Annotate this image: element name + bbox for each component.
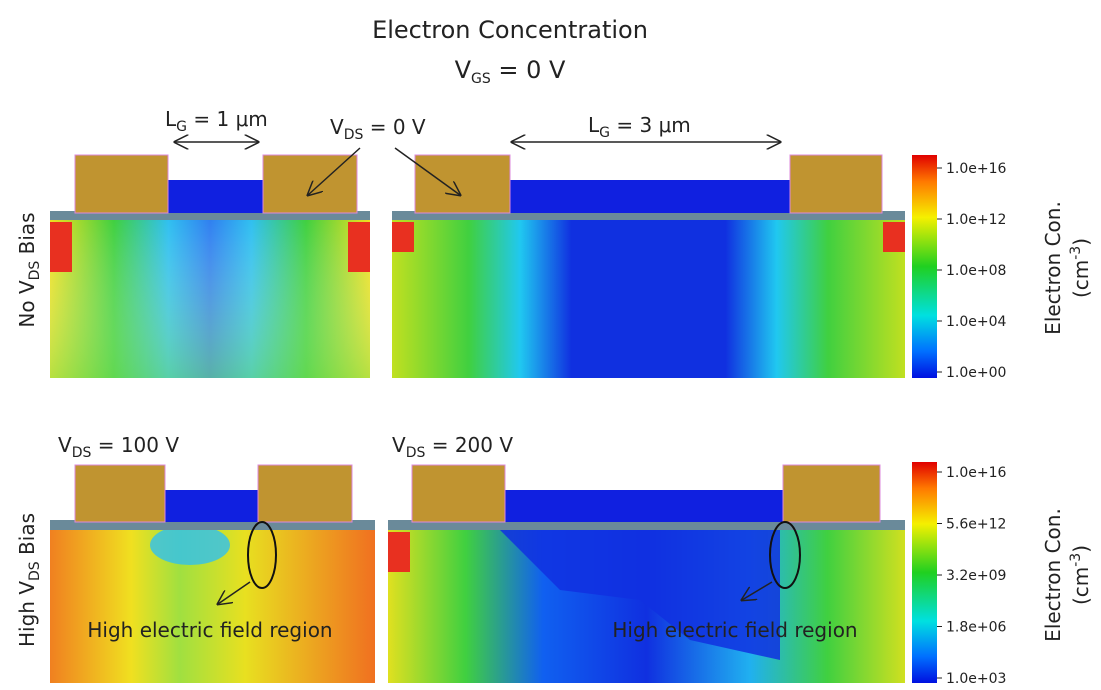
colorbar	[912, 462, 937, 683]
gate-length: LG = 3 μm	[588, 113, 691, 141]
t: No V	[15, 280, 39, 328]
colorbar-tick-label: 1.8e+06	[946, 620, 1007, 636]
t: = 200 V	[425, 433, 513, 457]
subtitle: VGS = 0 V	[455, 56, 566, 87]
colorbar-tick-label: 1.0e+16	[946, 161, 1007, 177]
colorbar-tick-label: 1.0e+16	[946, 465, 1007, 481]
colorbar-tick-label: 1.0e+04	[946, 314, 1007, 330]
t: = 0 V	[491, 56, 566, 84]
annotation: High electric field region	[87, 618, 332, 642]
pointer-arrow	[394, 147, 460, 195]
t: -3	[1068, 553, 1084, 567]
t: DS	[72, 445, 92, 461]
colorbar-tick-label: 5.6e+12	[946, 517, 1006, 533]
colorbar-tick-label: 3.2e+09	[946, 568, 1006, 584]
t: V	[58, 433, 72, 457]
t: = 3 μm	[610, 113, 691, 137]
colorbar-unit: (cm-3)	[1068, 545, 1093, 605]
t: High V	[15, 581, 39, 647]
annotation: High electric field region	[612, 618, 857, 642]
colorbar-tick-label: 1.0e+08	[946, 263, 1006, 279]
pointer-arrow	[308, 147, 361, 195]
colorbar-tick-label: 1.0e+12	[946, 212, 1006, 228]
t: DS	[27, 261, 43, 281]
t: L	[588, 113, 600, 137]
t: DS	[406, 445, 426, 461]
row-label: High VDS Bias	[15, 513, 43, 647]
t: V	[455, 56, 472, 84]
t: )	[1069, 545, 1093, 553]
colorbar	[912, 155, 937, 378]
t: Bias	[15, 212, 39, 260]
t: (cm	[1069, 260, 1093, 298]
vds-label: VDS = 200 V	[392, 433, 513, 461]
colorbar-label: Electron Con.	[1041, 201, 1065, 335]
vds-label: VDS = 100 V	[58, 433, 179, 461]
t: V	[392, 433, 406, 457]
t: DS	[344, 127, 364, 143]
t: = 100 V	[91, 433, 179, 457]
t: )	[1069, 238, 1093, 246]
t: V	[330, 115, 344, 139]
t: = 0 V	[363, 115, 426, 139]
t: -3	[1068, 246, 1084, 260]
t: GS	[471, 71, 491, 87]
t: DS	[27, 561, 43, 581]
colorbar-tick-label: 1.0e+00	[946, 365, 1006, 381]
colorbar-unit: (cm-3)	[1068, 238, 1093, 298]
colorbar-label: Electron Con.	[1041, 508, 1065, 642]
t: G	[176, 119, 187, 135]
panel-top-left	[50, 154, 370, 378]
t: Bias	[15, 513, 39, 561]
panel-bottom-left	[50, 464, 375, 683]
t: (cm	[1069, 567, 1093, 605]
gate-length: LG = 1 μm	[165, 107, 268, 135]
vds-label: VDS = 0 V	[330, 115, 426, 143]
colorbar-tick-label: 1.0e+03	[946, 671, 1006, 687]
panel-top-right	[392, 154, 905, 378]
t: L	[165, 107, 177, 131]
row-label: No VDS Bias	[15, 212, 43, 327]
panel-bottom-right	[388, 464, 905, 683]
t: G	[599, 125, 610, 141]
t: = 1 μm	[187, 107, 268, 131]
title: Electron Concentration	[372, 16, 648, 44]
